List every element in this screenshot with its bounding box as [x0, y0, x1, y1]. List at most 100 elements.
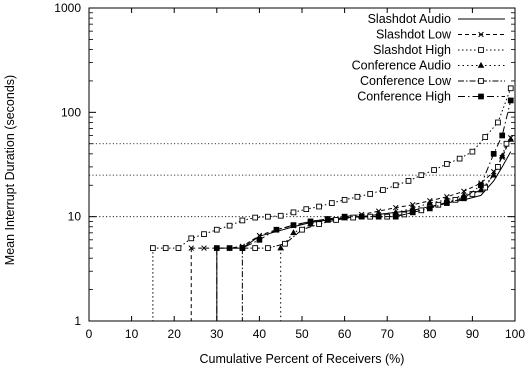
y-tick-label: 100 [61, 105, 81, 119]
legend-label: Slashdot High [373, 43, 451, 57]
x-tick-label: 50 [295, 327, 309, 341]
x-axis-title: Cumulative Percent of Receivers (%) [200, 352, 405, 366]
data-point [282, 240, 288, 247]
data-point [213, 226, 220, 233]
data-point [380, 187, 386, 193]
data-point [213, 245, 220, 251]
data-point [499, 132, 506, 139]
data-point [443, 161, 450, 167]
data-point [456, 155, 463, 162]
x-tick-label: 90 [466, 327, 480, 341]
series-line [242, 143, 507, 249]
data-point [341, 196, 348, 203]
data-point [477, 61, 485, 68]
data-point [478, 93, 484, 100]
data-point [358, 213, 365, 220]
data-point [375, 213, 382, 220]
data-point [201, 231, 207, 237]
legend-label: Conference Low [360, 74, 452, 88]
data-point [354, 193, 361, 200]
data-point [367, 191, 374, 197]
data-point [507, 85, 514, 92]
data-point [426, 199, 434, 206]
data-point [461, 188, 467, 195]
drop-lines [152, 248, 282, 321]
data-point [333, 217, 339, 223]
plot-border [88, 7, 516, 322]
data-point [392, 213, 399, 220]
data-point [495, 164, 501, 170]
data-point [328, 200, 335, 206]
x-tick-label: 10 [125, 327, 139, 341]
y-tick-label: 10 [68, 210, 82, 224]
data-point [316, 203, 322, 210]
data-point [507, 135, 515, 142]
data-point [162, 245, 169, 251]
data-point [392, 204, 399, 211]
data-point [239, 217, 246, 224]
data-point [175, 245, 182, 251]
y-tick-label: 1 [74, 314, 81, 328]
data-point [409, 209, 416, 216]
data-point [405, 178, 412, 184]
data-point [290, 229, 297, 236]
data-point [256, 236, 263, 243]
data-point [150, 245, 156, 251]
data-point [226, 222, 233, 229]
data-point [265, 245, 271, 251]
data-point [277, 244, 285, 251]
series-conference-low [239, 140, 510, 251]
reference-lines [89, 143, 515, 218]
legend-label: Conference Audio [352, 59, 451, 73]
data-point [507, 97, 514, 104]
data-point [431, 167, 437, 173]
series-conference-high [213, 97, 514, 251]
data-point [252, 245, 258, 251]
data-point [469, 148, 476, 155]
data-point [265, 213, 271, 220]
data-point [290, 209, 297, 216]
data-point [478, 78, 484, 84]
series-line [191, 137, 512, 249]
x-tick-label: 80 [423, 327, 437, 341]
data-point [277, 212, 284, 219]
data-point [478, 31, 484, 38]
series-conference-audio [277, 135, 515, 251]
legend-label: Conference High [357, 90, 451, 104]
data-point [303, 206, 310, 213]
data-point [273, 226, 280, 233]
data-point [503, 140, 510, 147]
data-point [482, 134, 489, 140]
data-point [341, 213, 348, 220]
x-tick-label: 60 [338, 327, 352, 341]
series-line [216, 100, 512, 249]
series-line [152, 88, 512, 249]
data-point [418, 172, 425, 178]
x-tick-label: 100 [505, 327, 525, 341]
data-point [426, 205, 433, 212]
data-point [226, 245, 233, 251]
series-line [280, 139, 512, 249]
data-point [495, 119, 501, 126]
data-point [478, 47, 484, 53]
data-point [478, 182, 484, 189]
data-point [324, 216, 331, 222]
data-point [307, 218, 314, 225]
x-tick-label: 40 [253, 327, 267, 341]
y-axis-title: Mean Interrupt Duration (seconds) [3, 75, 17, 265]
data-point [201, 245, 207, 251]
legend-label: Slashdot Audio [368, 12, 451, 26]
series-slashdot-high [150, 85, 514, 251]
data-point [461, 195, 467, 202]
series-group [150, 85, 515, 251]
data-point [299, 226, 305, 233]
plot-frame [88, 7, 516, 322]
data-point [392, 182, 399, 189]
y-tick-label: 1000 [54, 1, 81, 15]
data-point [435, 201, 442, 208]
x-tick-label: 30 [210, 327, 224, 341]
x-tick-label: 70 [381, 327, 395, 341]
